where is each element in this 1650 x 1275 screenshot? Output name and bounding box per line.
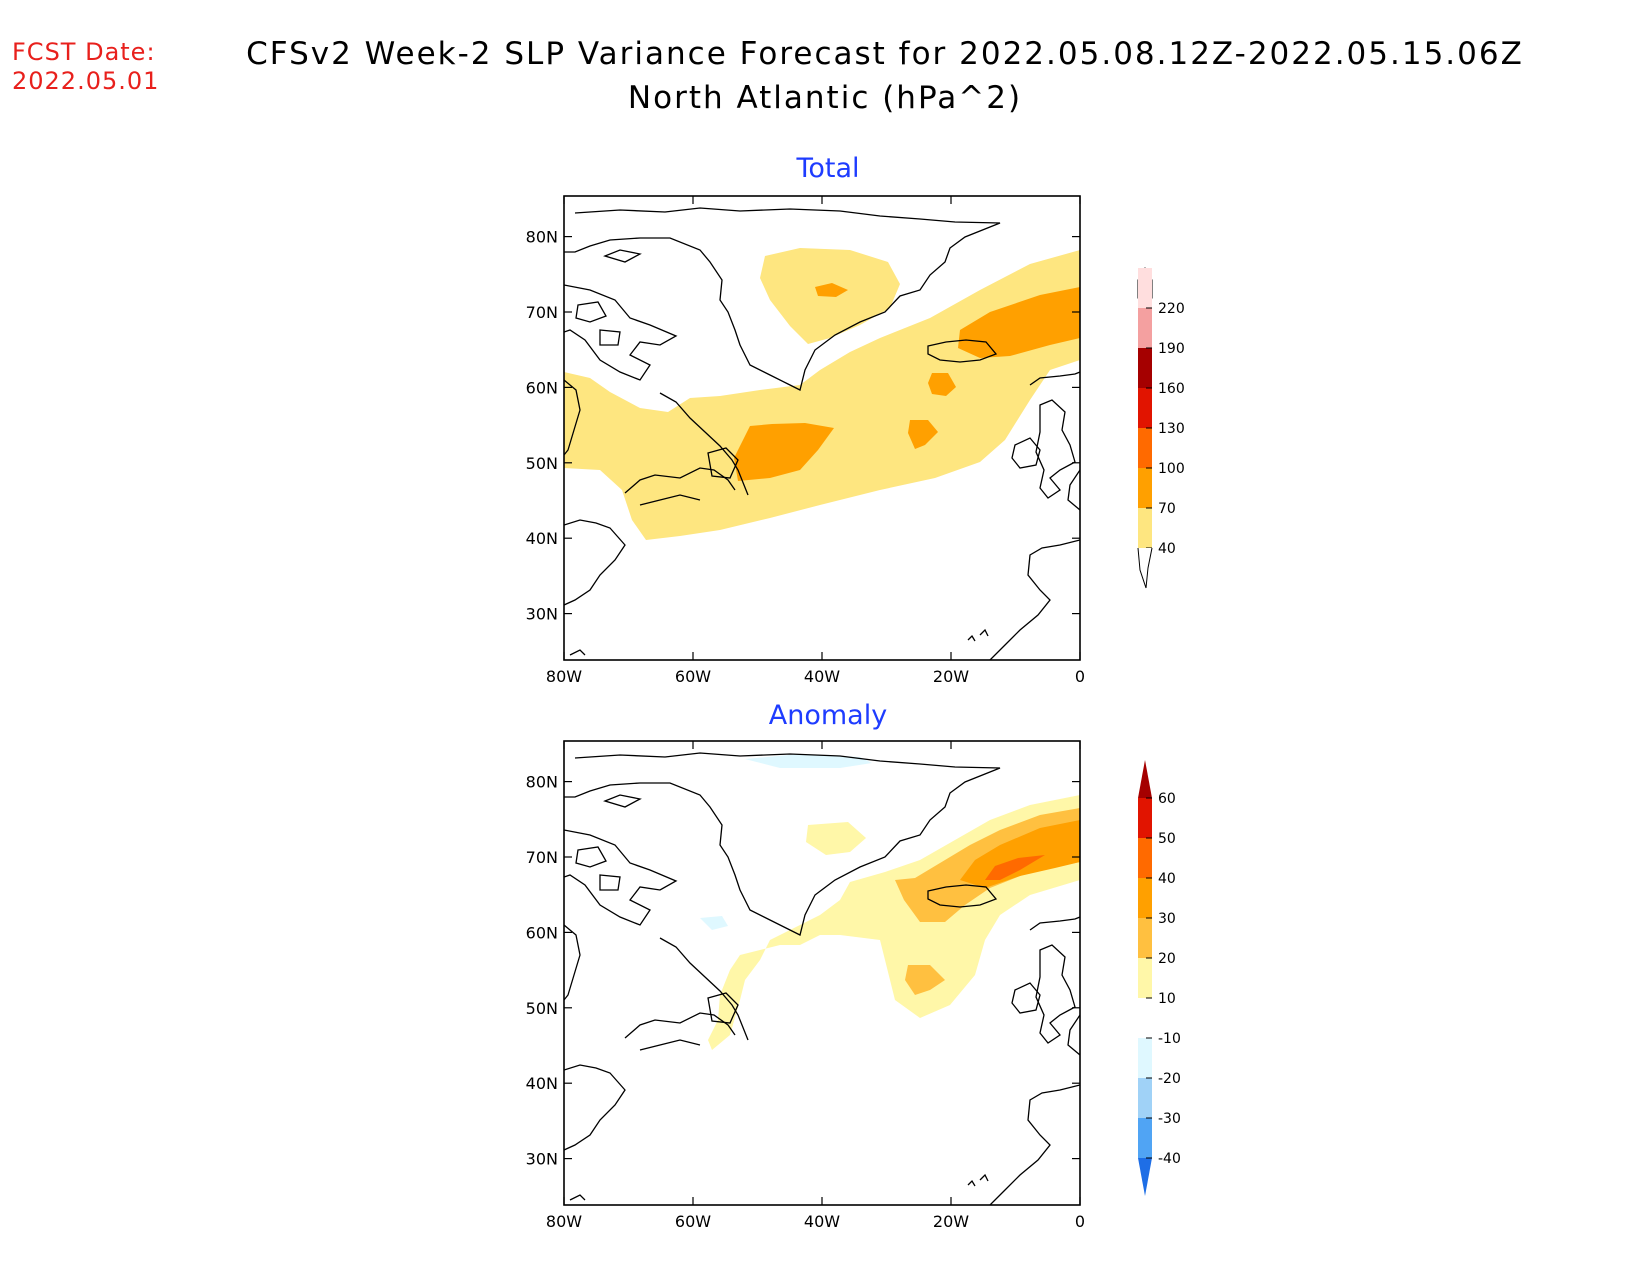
colorbar-level-label: -30 [1158,1111,1181,1127]
anomaly-coastlines [564,752,1080,1205]
colorbar-bottom-tip [1138,1158,1152,1196]
colorbar-level-label: 40 [1158,871,1176,887]
anomaly-colorbar: 60 50 40 30 20 10 -10 -20 -30 -40 [1138,760,1181,1196]
lon-tick-label: 40W [804,667,840,686]
panel-anomaly: Anomaly [526,700,1181,1231]
colorbar-level-label: 70 [1158,501,1176,517]
lat-tick-label: 50N [526,454,558,473]
forecast-date-block: FCST Date: 2022.05.01 [12,38,159,96]
colorbar-level-label: 20 [1158,951,1176,967]
panel-title-anomaly: Anomaly [769,700,887,731]
colorbar-level-label: 130 [1158,421,1185,437]
lat-tick-label: 50N [526,999,558,1018]
colorbar-swatch [1138,348,1152,388]
total-axis-ticks: 80N 70N 60N 50N 40N 30N 80W 60W 40W 20W 0 [526,196,1085,686]
colorbar-swatch [1138,958,1152,998]
anomaly-variance-fill [700,754,1080,1050]
panel-title-total: Total [795,153,859,184]
lat-tick-label: 80N [526,228,558,247]
lat-tick-label: 30N [526,1150,558,1169]
lat-tick-label: 60N [526,378,558,397]
lat-tick-label: 70N [526,303,558,322]
colorbar-swatch [1138,268,1152,308]
colorbar-level-label: -40 [1158,1151,1181,1167]
lon-tick-label: 20W [933,667,969,686]
lat-tick-label: 80N [526,773,558,792]
colorbar-swatch [1138,468,1152,508]
colorbar-level-label: 50 [1158,831,1176,847]
anomaly-map-frame [563,740,1081,1206]
lon-tick-label: 60W [675,1212,711,1231]
colorbar-swatch [1138,428,1152,468]
lon-tick-label: 80W [546,1212,582,1231]
title-line-1: CFSv2 Week-2 SLP Variance Forecast for 2… [246,36,1524,72]
lon-tick-label: 0 [1075,667,1085,686]
colorbar-swatch [1138,838,1152,878]
lat-tick-label: 70N [526,848,558,867]
main-title: CFSv2 Week-2 SLP Variance Forecast for 2… [0,32,1650,120]
colorbar-level-label: 10 [1158,991,1176,1007]
colorbar-level-label: -20 [1158,1071,1181,1087]
forecast-date-label: FCST Date: [12,38,156,66]
colorbar-level-label: -10 [1158,1031,1181,1047]
colorbar-swatch [1138,878,1152,918]
colorbar-swatch [1138,798,1152,838]
colorbar-swatch [1138,508,1152,548]
lon-tick-label: 40W [804,1212,840,1231]
colorbar-level-label: 100 [1158,461,1185,477]
lon-tick-label: 60W [675,667,711,686]
colorbar-swatch [1138,918,1152,958]
lat-tick-label: 30N [526,605,558,624]
lat-tick-label: 60N [526,923,558,942]
colorbar-level-label: 30 [1158,911,1176,927]
colorbar-swatch [1138,1118,1152,1158]
colorbar-swatch [1138,308,1152,348]
colorbar-swatch [1138,388,1152,428]
total-coastlines [564,207,1080,660]
colorbar-level-label: 40 [1158,541,1176,557]
title-line-2: North Atlantic (hPa^2) [627,80,1023,116]
colorbar-top-tip [1138,760,1152,798]
colorbar-swatch [1138,998,1152,1038]
colorbar-level-label: 220 [1158,301,1185,317]
lon-tick-label: 80W [546,667,582,686]
lon-tick-label: 20W [933,1212,969,1231]
forecast-date-value: 2022.05.01 [12,67,160,95]
total-variance-fill [564,248,1080,540]
colorbar-swatch [1138,1078,1152,1118]
panel-total: Total [526,153,1185,686]
colorbar-level-label: 160 [1158,381,1185,397]
lat-tick-label: 40N [526,1074,558,1093]
lon-tick-label: 0 [1075,1212,1085,1231]
colorbar-swatch [1138,1038,1152,1078]
colorbar-level-label: 60 [1158,791,1176,807]
anomaly-axis-ticks: 80N 70N 60N 50N 40N 30N 80W 60W 40W 20W 0 [526,741,1085,1231]
total-colorbar: 40 70 100 130 160 190 220 [1137,267,1185,589]
lat-tick-label: 40N [526,529,558,548]
colorbar-level-label: 190 [1158,341,1185,357]
